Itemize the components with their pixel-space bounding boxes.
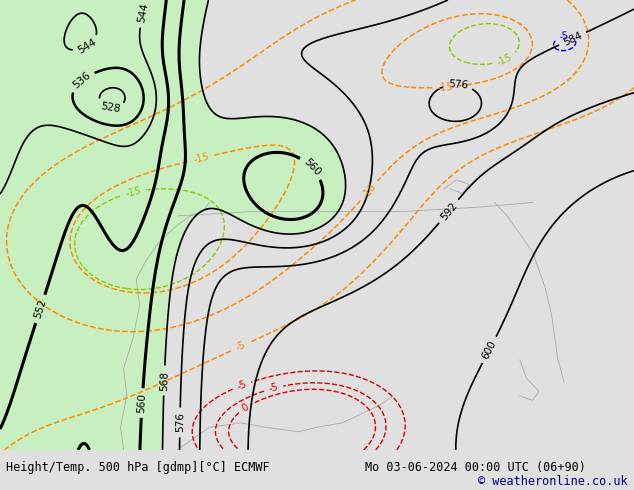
Text: 0: 0	[240, 402, 250, 414]
Text: 576: 576	[175, 413, 185, 433]
Text: -5: -5	[559, 31, 569, 42]
Text: Mo 03-06-2024 00:00 UTC (06+90): Mo 03-06-2024 00:00 UTC (06+90)	[365, 461, 585, 474]
Text: 560: 560	[301, 157, 322, 178]
Text: -5: -5	[235, 379, 248, 392]
Text: -15: -15	[125, 186, 143, 199]
Text: 592: 592	[439, 200, 459, 222]
Text: 584: 584	[561, 30, 584, 48]
Text: -10: -10	[360, 182, 378, 200]
Text: 576: 576	[448, 79, 469, 91]
Text: 528: 528	[100, 101, 121, 114]
Text: Height/Temp. 500 hPa [gdmp][°C] ECMWF: Height/Temp. 500 hPa [gdmp][°C] ECMWF	[6, 461, 270, 474]
Text: -5: -5	[268, 382, 280, 394]
Text: 568: 568	[159, 370, 169, 391]
Text: -5: -5	[234, 340, 247, 353]
Text: 552: 552	[32, 298, 48, 320]
Text: 560: 560	[136, 393, 148, 413]
Text: 600: 600	[481, 339, 498, 361]
Text: 536: 536	[71, 71, 93, 91]
Text: 544: 544	[76, 37, 98, 55]
Text: -15: -15	[193, 151, 210, 165]
Text: © weatheronline.co.uk: © weatheronline.co.uk	[478, 475, 628, 488]
Text: -15: -15	[437, 82, 453, 93]
Text: 544: 544	[136, 2, 150, 24]
Text: -15: -15	[495, 52, 514, 68]
